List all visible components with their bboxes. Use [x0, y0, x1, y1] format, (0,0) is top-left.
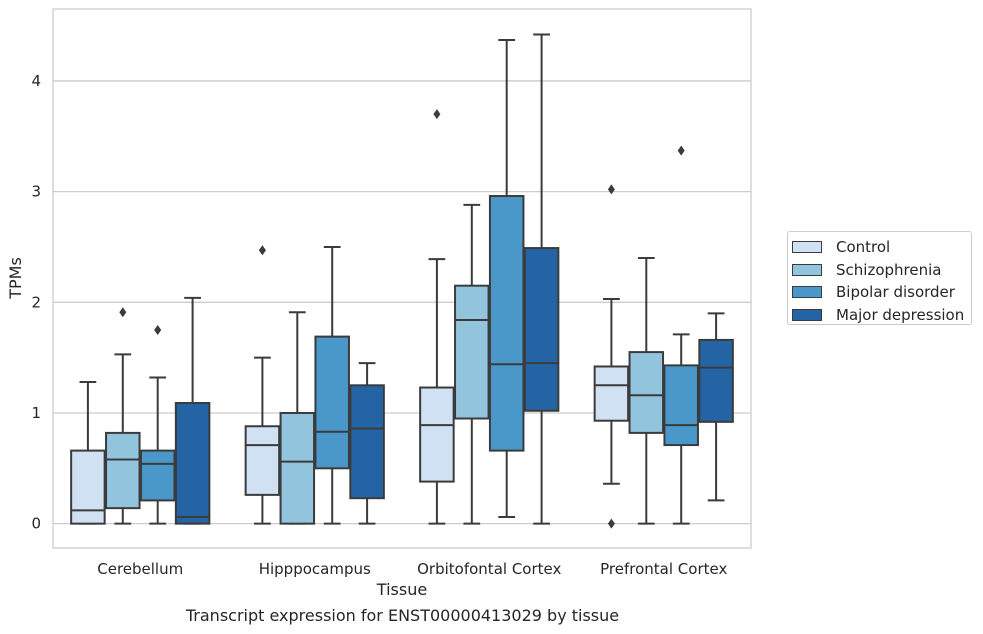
- box-group: [663, 145, 699, 525]
- x-tick-label: Cerebellum: [97, 560, 183, 578]
- box: [663, 364, 699, 447]
- box-group: [523, 33, 560, 525]
- legend-swatch: [792, 286, 822, 299]
- legend-swatch: [792, 241, 822, 254]
- box-group: [454, 203, 490, 525]
- outlier-point: [119, 307, 127, 318]
- outlier-point: [433, 109, 441, 120]
- box: [454, 284, 490, 420]
- x-tick-label: Prefrontal Cortex: [600, 560, 727, 578]
- box-group: [698, 312, 734, 502]
- box-group: [279, 311, 316, 525]
- box: [698, 338, 734, 423]
- legend: Control Schizophrenia Bipolar disorder Majo…: [787, 231, 972, 325]
- x-tick-labels: Cerebellum Hipppocampus Orbitofontal Corte…: [97, 560, 727, 578]
- legend-label: Control: [836, 238, 891, 257]
- box-group: [244, 245, 281, 525]
- y-tick-label: 0: [31, 515, 41, 533]
- box-series: [70, 33, 734, 529]
- legend-item: Schizophrenia: [792, 259, 971, 282]
- legend-label: Schizophrenia: [836, 260, 942, 279]
- outlier-point: [677, 145, 685, 156]
- box: [139, 449, 176, 502]
- box: [279, 411, 316, 525]
- legend-item: Control: [792, 236, 971, 259]
- box-group: [488, 38, 525, 519]
- y-tick-label: 3: [31, 183, 41, 201]
- x-axis-label: Tissue: [376, 580, 427, 599]
- y-tick-label: 4: [31, 72, 41, 90]
- y-tick-label: 2: [31, 293, 41, 311]
- chart-title: Transcript expression for ENST0000041302…: [185, 606, 620, 625]
- box-group: [628, 257, 665, 525]
- outlier-point: [607, 184, 615, 195]
- x-tick-label: Orbitofontal Cortex: [417, 560, 561, 578]
- plot-area: [52, 8, 752, 549]
- y-tick-labels: 0 1 2 3 4: [31, 72, 41, 533]
- y-tick-label: 1: [31, 404, 41, 422]
- legend-item: Major depression: [792, 304, 971, 327]
- legend-label: Bipolar disorder: [836, 283, 955, 302]
- box-group: [314, 245, 350, 525]
- box: [349, 384, 385, 500]
- box: [523, 247, 560, 412]
- box-group: [593, 184, 630, 529]
- box-group: [174, 296, 211, 525]
- box: [419, 386, 455, 483]
- box-group: [70, 380, 106, 525]
- legend-item: Bipolar disorder: [792, 281, 971, 304]
- legend-swatch: [792, 263, 822, 276]
- outlier-point: [154, 324, 162, 335]
- box-group: [349, 362, 385, 525]
- box: [174, 402, 211, 525]
- box: [593, 365, 630, 422]
- box: [244, 425, 281, 496]
- legend-swatch: [792, 308, 822, 321]
- outlier-point: [258, 245, 266, 256]
- outlier-point: [607, 518, 615, 529]
- box-group: [105, 307, 141, 525]
- box: [628, 351, 665, 434]
- box-group: [419, 109, 455, 525]
- y-axis-label: TPMs: [6, 257, 25, 300]
- box: [105, 431, 141, 510]
- legend-label: Major depression: [836, 305, 965, 324]
- box: [70, 449, 106, 525]
- x-tick-label: Hipppocampus: [259, 560, 371, 578]
- box-group: [139, 324, 176, 525]
- box: [314, 335, 350, 470]
- box: [488, 195, 525, 452]
